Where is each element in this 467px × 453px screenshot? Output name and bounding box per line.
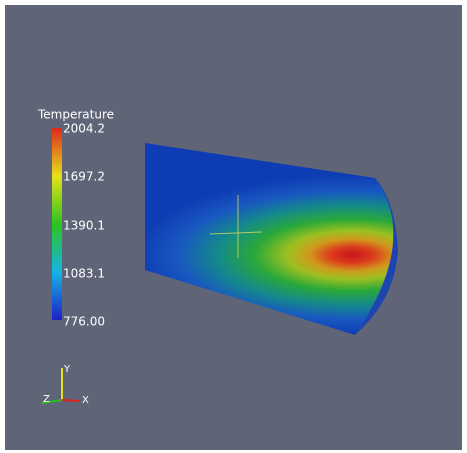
legend-label: 1697.2 [63,170,105,184]
x-axis [62,400,80,401]
axis-label: Y [63,364,71,375]
axis-label: X [82,395,89,406]
legend-label: 1083.1 [63,267,105,281]
axis-label: Z [43,394,50,405]
render-view: Temperature 2004.2 1697.2 1390.1 1083.1 … [0,0,467,453]
legend-label: 776.00 [63,315,105,329]
legend-label: 1390.1 [63,219,105,233]
legend-title: Temperature [37,108,114,122]
color-bar [52,128,62,320]
legend-label: 2004.2 [63,122,105,136]
